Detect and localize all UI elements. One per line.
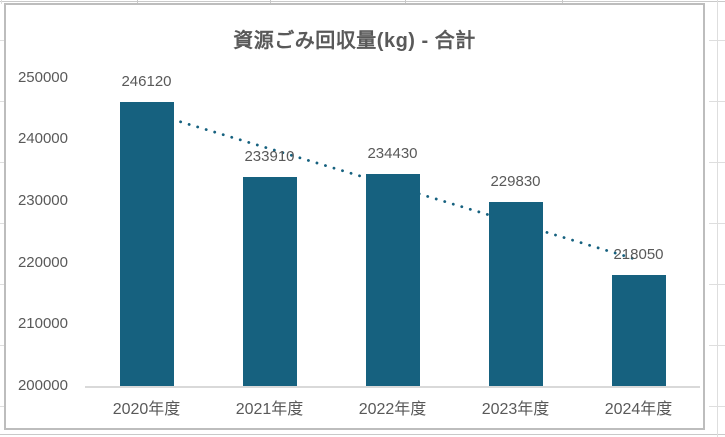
sheet-row-tick bbox=[0, 162, 4, 163]
sheet-row-tick bbox=[0, 284, 4, 285]
sheet-row-tick bbox=[709, 345, 725, 346]
sheet-row-tick bbox=[0, 40, 4, 41]
sheet-column-tick bbox=[562, 0, 563, 4]
sheet-column-tick bbox=[270, 0, 271, 4]
sheet-column-line bbox=[717, 0, 718, 437]
sheet-column-tick bbox=[137, 0, 138, 4]
sheet-row-line bbox=[0, 1, 725, 2]
bar-2021[interactable] bbox=[242, 176, 297, 386]
sheet-row-line bbox=[0, 434, 725, 435]
sheet-column-tick bbox=[405, 0, 406, 4]
sheet-row-tick bbox=[709, 162, 725, 163]
bar-2020[interactable] bbox=[119, 101, 174, 386]
sheet-row-tick bbox=[709, 406, 725, 407]
chart-title[interactable]: 資源ごみ回収量(kg) - 合計 bbox=[233, 30, 476, 52]
data-label-2020[interactable]: 246120 bbox=[121, 72, 172, 90]
data-label-2024[interactable]: 218050 bbox=[613, 245, 664, 263]
sheet-row-tick bbox=[709, 101, 725, 102]
sheet-row-tick bbox=[0, 223, 4, 224]
sheet-row-tick bbox=[0, 101, 4, 102]
x-axis-line bbox=[85, 386, 700, 388]
bar-2022[interactable] bbox=[365, 173, 420, 386]
sheet-column-tick bbox=[1, 0, 2, 4]
data-label-2023[interactable]: 229830 bbox=[490, 173, 541, 191]
data-label-2022[interactable]: 234430 bbox=[367, 144, 418, 162]
data-label-2021[interactable]: 233910 bbox=[244, 147, 295, 165]
bar-2024[interactable] bbox=[611, 274, 666, 386]
sheet-row-tick bbox=[709, 40, 725, 41]
sheet-row-tick bbox=[0, 406, 4, 407]
sheet-row-tick bbox=[709, 223, 725, 224]
sheet-row-tick bbox=[0, 345, 4, 346]
sheet-row-tick bbox=[709, 284, 725, 285]
bar-2023[interactable] bbox=[488, 202, 543, 386]
